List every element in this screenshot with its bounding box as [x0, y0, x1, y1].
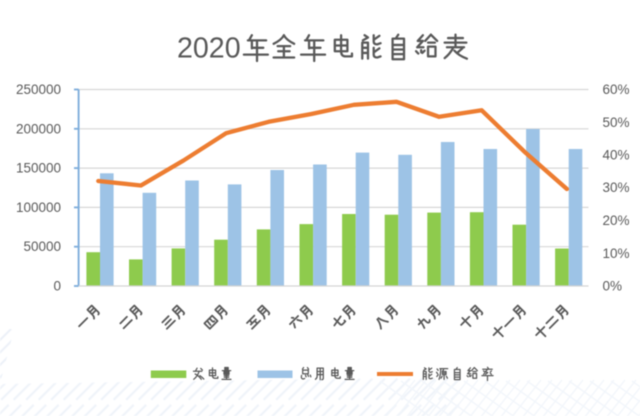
svg-text:20%: 20%: [603, 213, 630, 228]
svg-text:250000: 250000: [16, 82, 61, 97]
svg-text:50000: 50000: [23, 239, 61, 254]
svg-text:60%: 60%: [603, 82, 630, 97]
svg-text:150000: 150000: [16, 161, 61, 176]
svg-text:200000: 200000: [16, 121, 61, 136]
svg-text:50%: 50%: [603, 115, 630, 130]
svg-text:30%: 30%: [603, 180, 630, 195]
svg-text:10%: 10%: [603, 246, 630, 261]
svg-text:100000: 100000: [16, 200, 61, 215]
svg-text:0: 0: [53, 279, 61, 294]
svg-text:0%: 0%: [603, 279, 623, 294]
svg-text:2020: 2020: [177, 33, 241, 65]
svg-text:40%: 40%: [603, 148, 630, 163]
